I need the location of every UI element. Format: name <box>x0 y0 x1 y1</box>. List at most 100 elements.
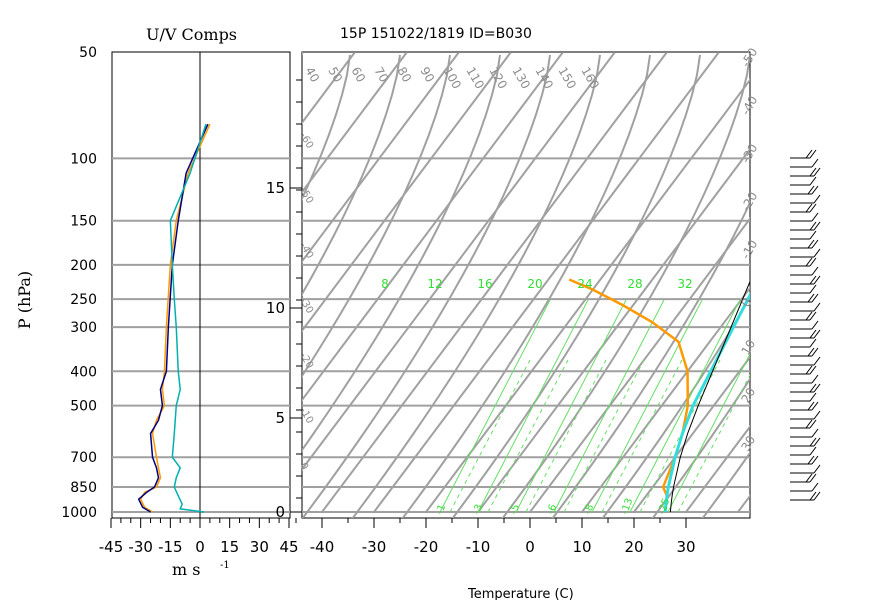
wind-barb-feather <box>813 410 821 420</box>
mixing-ratio-label: 16 <box>477 277 492 291</box>
mixing-ratio-line <box>515 299 627 513</box>
mixing-ratio-line <box>667 352 750 513</box>
wind-barb-feather <box>809 419 817 429</box>
wind-barb-feather <box>805 311 813 321</box>
chart-title: 15P 151022/1819 ID=B030 <box>340 26 532 42</box>
temperature-axis-label: Temperature (C) <box>467 587 574 600</box>
wind-barb-feather <box>809 437 817 447</box>
skewt-profile-line <box>669 280 750 513</box>
wind-barb-feather <box>809 221 817 231</box>
wind-barb-feather <box>807 293 815 303</box>
wind-barb-feather <box>813 167 821 177</box>
dry-adiabat-line <box>840 55 887 535</box>
isotherm-line <box>302 52 356 125</box>
dry-adiabat-line <box>302 54 501 452</box>
wind-barb-feather <box>811 482 819 492</box>
dry-adiabat-line <box>351 54 601 518</box>
wind-barb-feather <box>809 176 817 186</box>
right-edge-label: -50 <box>738 46 760 70</box>
mixing-ratio-labels: 8 12 16 20 24 28 32 <box>381 277 692 291</box>
wind-barb-feather <box>811 374 819 384</box>
wind-barb-feather <box>805 149 813 159</box>
uv-panel-title: U/V Comps <box>146 25 237 44</box>
mixing-ratio-label: 32 <box>677 277 692 291</box>
isotherm-line <box>321 52 668 513</box>
pressure-tick-label: 500 <box>70 399 97 415</box>
height-tick-labels: 0 5 10 15 <box>266 79 302 521</box>
temperature-tick-label: -10 <box>466 538 491 556</box>
mixing-ratio-label: 24 <box>577 277 592 291</box>
left-gray-label: -40 <box>297 241 315 261</box>
wind-barb-feather <box>813 464 821 474</box>
uv-profile-lines <box>137 123 211 513</box>
right-edge-label: 30 <box>738 433 758 453</box>
dry-adiabat-curves <box>302 54 887 535</box>
isotherm-line <box>302 52 408 194</box>
wind-barb-feather <box>809 203 817 213</box>
dry-adiabat-line <box>401 54 651 518</box>
mixing-ratio-lines <box>439 299 750 513</box>
height-tick-label: 5 <box>275 409 285 427</box>
wind-barb-feather <box>805 257 813 267</box>
wind-barb-feather <box>807 185 815 195</box>
mixing-ratio-line <box>439 299 551 513</box>
right-edge-label: 10 <box>738 337 758 357</box>
isotherm-line <box>633 355 750 513</box>
wind-barb-feather <box>813 275 821 285</box>
pressure-axis-label: P (hPa) <box>15 271 34 329</box>
wind-barb-feather <box>807 347 815 357</box>
mixing-ratio-line <box>553 299 665 513</box>
pressure-tick-label: 700 <box>70 450 97 466</box>
dry-adiabat-line <box>501 54 750 518</box>
pressure-tick-label: 250 <box>70 292 97 308</box>
isotherm-line <box>302 52 616 471</box>
left-gray-label: -50 <box>297 186 315 206</box>
wind-barb-feather <box>809 329 817 339</box>
wind-barb-feather <box>805 473 813 483</box>
skewt-plot-frame <box>301 51 751 519</box>
bottom-green-label: -6 <box>545 503 559 516</box>
pressure-tick-label: 300 <box>70 320 97 336</box>
theta-label: 50 <box>325 65 345 85</box>
wind-barb-feather <box>811 455 819 465</box>
isotherm-line <box>373 52 720 513</box>
height-tick-label: 0 <box>275 503 285 521</box>
theta-label: 150 <box>555 65 579 92</box>
uv-pressure-gridlines <box>112 157 290 513</box>
isotherm-line <box>477 147 750 513</box>
dry-adiabat-line <box>302 54 551 518</box>
wind-barb-feather <box>809 257 817 267</box>
left-gray-label: -60 <box>297 131 315 151</box>
dry-adiabat-line <box>790 55 887 535</box>
theta-label: 90 <box>417 65 437 85</box>
isotherm-line <box>0 52 251 512</box>
wind-barb-feather <box>809 446 817 456</box>
dry-adiabat-line <box>451 54 701 518</box>
wind-barb-feather <box>807 455 815 465</box>
wind-barb-feather <box>813 248 821 258</box>
temperature-tick-label: -40 <box>310 538 335 556</box>
temperature-tick-label: 20 <box>624 538 643 556</box>
uv-x-tick-labels: -45 -30 -15 0 15 30 45 <box>99 518 299 556</box>
wind-barb-feather <box>811 239 819 249</box>
wind-barb-feather <box>805 203 813 213</box>
wind-barb-feather <box>809 284 817 294</box>
dry-adiabat-line <box>701 451 750 518</box>
uv-x-tick-label: -30 <box>128 538 153 556</box>
wind-barb-feather <box>809 338 817 348</box>
dry-adiabat-line <box>302 54 351 201</box>
height-tick-label: 15 <box>266 179 285 197</box>
bottom-green-label: -5 <box>508 503 522 516</box>
mixing-ratio-label: 20 <box>527 277 542 291</box>
wind-barb-feather <box>809 383 817 393</box>
wind-barb-feather <box>809 365 817 375</box>
theta-label: 130 <box>509 65 533 92</box>
wind-barb-feather <box>807 239 815 249</box>
uv-pressure-tick-labels: 50 100 150 200 250 300 400 500 700 850 1000 <box>61 45 97 521</box>
uv-x-tick-label: -15 <box>158 538 183 556</box>
wind-barb-feather <box>811 320 819 330</box>
theta-label: 40 <box>302 65 322 85</box>
wind-barb-feather <box>809 167 817 177</box>
